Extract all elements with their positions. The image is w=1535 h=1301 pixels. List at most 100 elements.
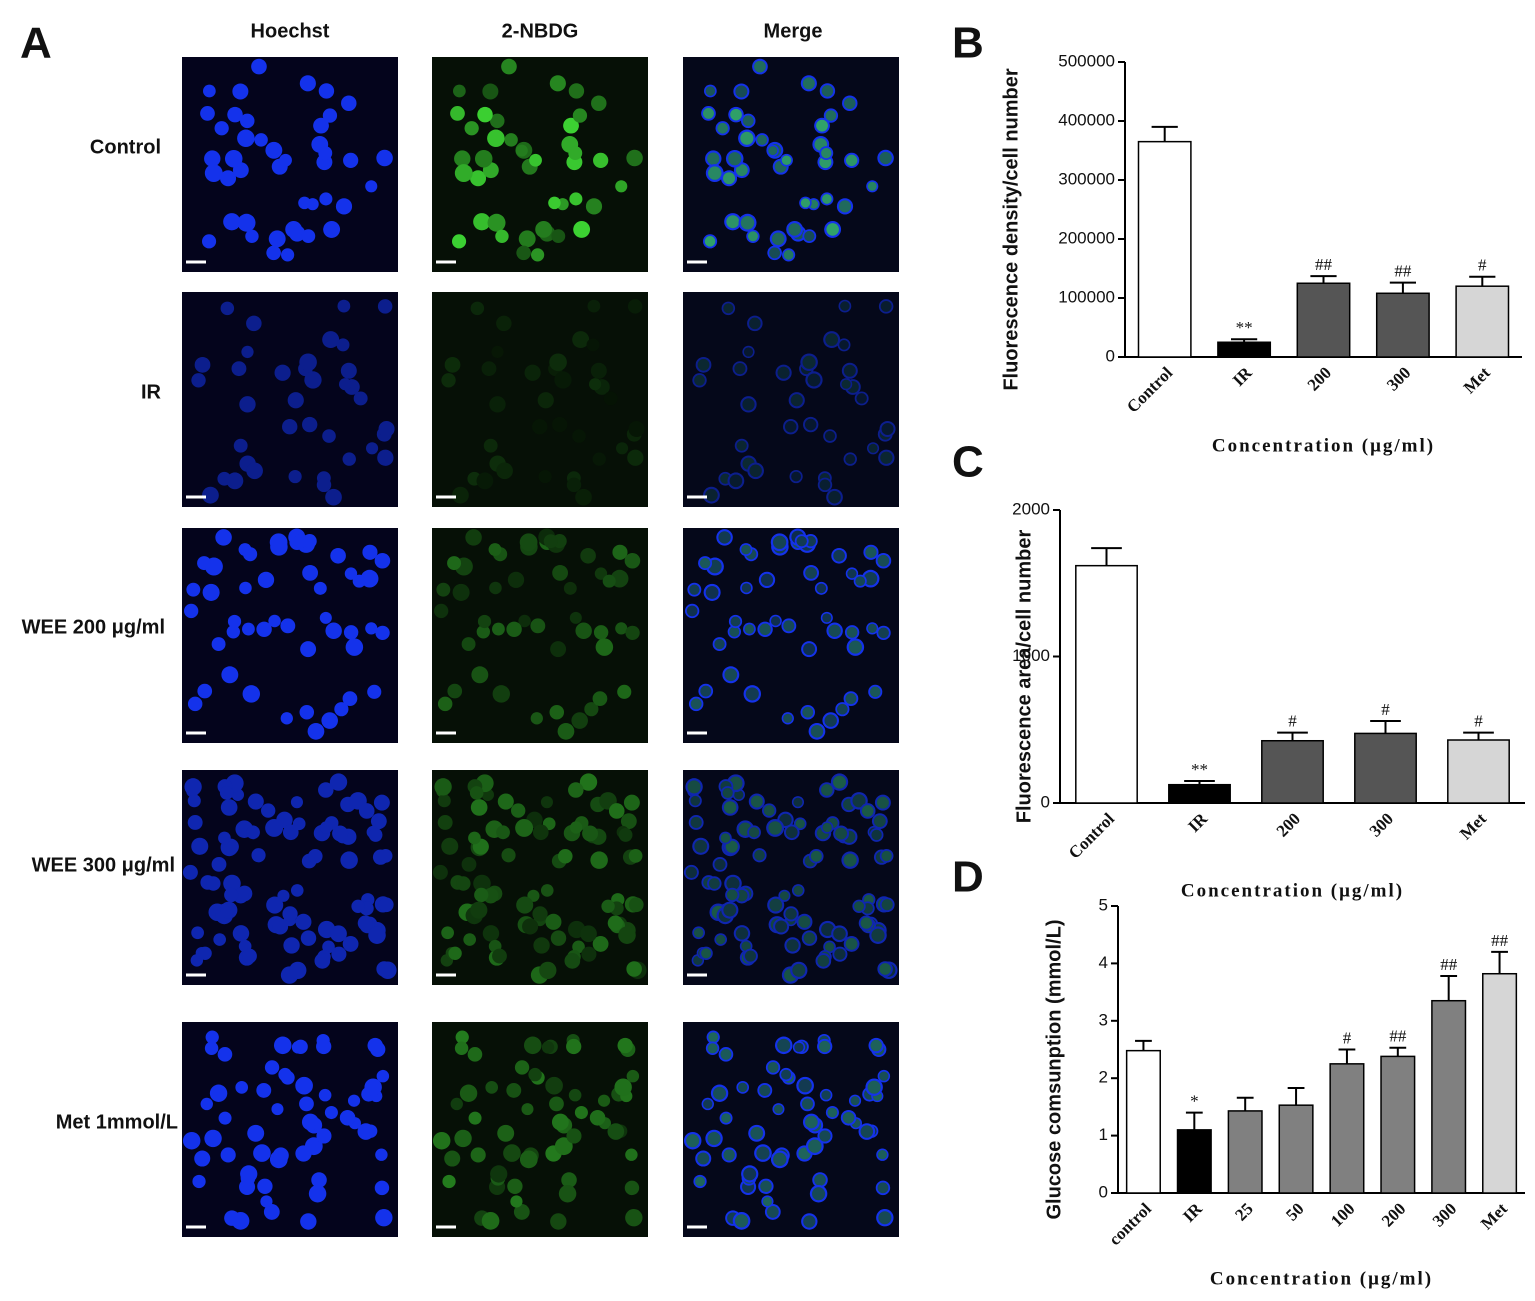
- cell: [205, 1030, 219, 1044]
- cell: [551, 1113, 569, 1131]
- cell: [214, 121, 229, 136]
- cell: [532, 824, 549, 841]
- y-tick-label: 2000: [1012, 499, 1050, 518]
- cell: [759, 1084, 771, 1096]
- cell: [437, 794, 451, 808]
- cell: [566, 1038, 582, 1055]
- cell: [575, 622, 592, 639]
- cell: [184, 603, 199, 619]
- bar: [1176, 1129, 1212, 1194]
- cell: [488, 543, 502, 556]
- cell: [708, 166, 722, 180]
- cell: [586, 338, 600, 352]
- cell: [747, 231, 758, 242]
- cell: [197, 683, 213, 699]
- cell: [625, 1209, 643, 1227]
- cell: [865, 546, 877, 558]
- cell: [720, 1048, 732, 1060]
- cell: [750, 795, 763, 808]
- cell: [254, 133, 268, 147]
- cell: [377, 299, 393, 314]
- cell: [242, 622, 255, 636]
- cell: [588, 378, 602, 391]
- cell: [365, 180, 378, 193]
- x-tick-label: 300: [1383, 363, 1414, 394]
- cell: [375, 1209, 393, 1227]
- cell: [741, 544, 751, 555]
- cell: [833, 549, 845, 562]
- cell: [740, 131, 754, 145]
- cell: [204, 1041, 219, 1055]
- cell: [226, 625, 241, 639]
- y-axis-label: Fluorescence area/cell number: [1013, 530, 1035, 824]
- cell: [481, 361, 497, 377]
- cell: [268, 614, 281, 628]
- cell: [203, 84, 216, 98]
- cell: [191, 373, 206, 388]
- cell: [215, 529, 232, 546]
- cell: [532, 906, 548, 922]
- cell: [769, 247, 781, 259]
- cell: [301, 229, 316, 244]
- cell: [477, 106, 493, 123]
- cell: [220, 1147, 236, 1163]
- cell: [804, 418, 817, 431]
- cell: [232, 925, 250, 942]
- cell: [288, 469, 302, 484]
- x-tick-label: 200: [1378, 1199, 1409, 1230]
- cell: [626, 961, 642, 977]
- cell: [694, 839, 708, 853]
- cell: [821, 1090, 831, 1100]
- cell: [841, 379, 851, 389]
- cell: [246, 462, 263, 480]
- cell: [450, 1097, 463, 1111]
- cell: [726, 889, 738, 901]
- cell: [257, 571, 275, 589]
- x-tick-label: 300: [1366, 809, 1397, 840]
- cell: [584, 702, 599, 717]
- cell: [564, 953, 581, 969]
- cell: [265, 818, 284, 837]
- error-bar: [1310, 275, 1337, 284]
- cell: [532, 418, 548, 435]
- error-bar: [1277, 731, 1308, 741]
- x-tick-label: Control: [1123, 363, 1176, 416]
- cell: [592, 936, 609, 952]
- cell: [507, 571, 525, 589]
- cell: [879, 1071, 889, 1081]
- cell: [233, 438, 248, 453]
- cell: [845, 154, 858, 167]
- cell: [495, 229, 509, 244]
- cell: [714, 858, 726, 870]
- row-label: IR: [141, 381, 162, 403]
- cell: [700, 685, 712, 697]
- cell: [219, 786, 234, 800]
- cell: [615, 622, 628, 635]
- cell: [868, 443, 878, 453]
- cell: [785, 908, 797, 920]
- cell: [239, 396, 256, 413]
- cell: [623, 794, 640, 811]
- cell: [218, 1111, 232, 1125]
- cell: [628, 420, 645, 437]
- cell: [840, 301, 850, 311]
- bar: [1261, 739, 1324, 804]
- cell: [287, 392, 304, 409]
- cell: [626, 149, 643, 167]
- error-bar: [1389, 1046, 1407, 1057]
- cell: [300, 930, 317, 946]
- cell: [590, 362, 607, 379]
- cell: [541, 1041, 555, 1054]
- cell: [754, 60, 766, 73]
- cell: [867, 1080, 881, 1094]
- cell: [607, 1123, 625, 1140]
- cell: [448, 946, 462, 960]
- cell: [352, 574, 366, 588]
- cell: [572, 108, 588, 123]
- cell: [785, 826, 798, 839]
- cell: [707, 152, 720, 165]
- cell: [318, 1088, 332, 1102]
- cell: [569, 611, 582, 624]
- cell: [839, 340, 849, 350]
- cell: [545, 913, 562, 930]
